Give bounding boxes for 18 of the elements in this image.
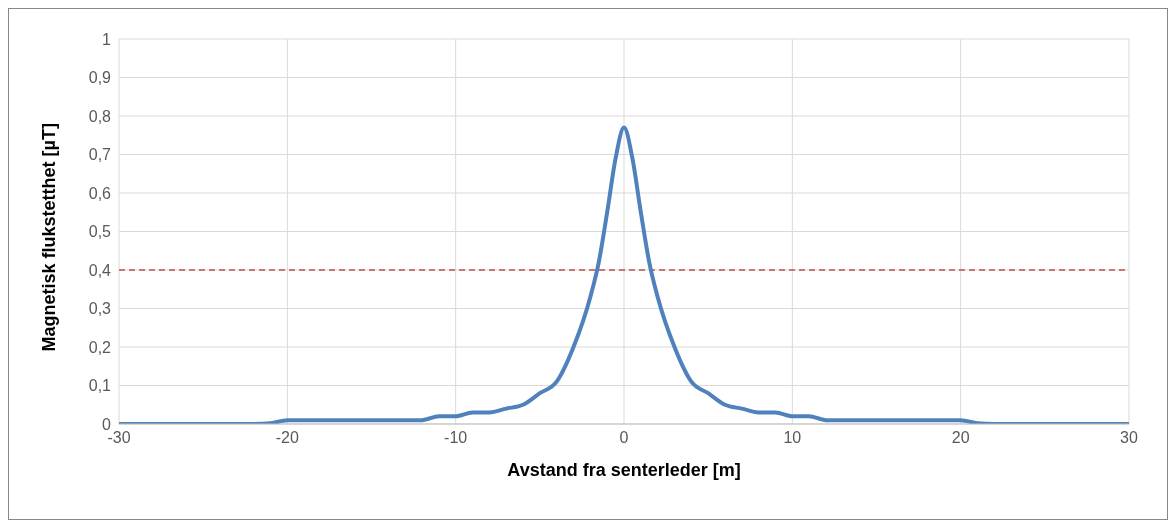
y-tick-label: 0,1 [88, 377, 112, 395]
y-tick-label: 0,4 [88, 261, 112, 279]
y-tick-label: 0,9 [88, 69, 112, 87]
x-tick-label: 30 [1120, 429, 1138, 447]
y-tick-label: 0,7 [88, 146, 112, 164]
x-tick-label: -10 [444, 429, 468, 447]
x-tick-label: 0 [619, 429, 629, 447]
y-tick-label: 1 [102, 30, 112, 48]
y-tick-label: 0,2 [88, 338, 112, 356]
x-axis-title: Avstand fra senterleder [m] [507, 460, 741, 480]
x-tick-label: 10 [783, 429, 802, 447]
x-tick-label: 20 [951, 429, 970, 447]
y-tick-label: 0,8 [88, 107, 112, 125]
y-tick-label: 0,3 [88, 300, 112, 318]
x-tick-label: -20 [275, 429, 299, 447]
y-axis-title: Magnetisk flukstetthet [µT] [39, 123, 60, 352]
y-tick-label: 0,6 [88, 184, 112, 202]
y-tick-label: 0,5 [88, 223, 112, 241]
